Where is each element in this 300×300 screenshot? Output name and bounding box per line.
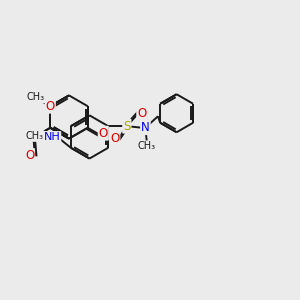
Text: O: O [137, 107, 146, 120]
Text: CH₃: CH₃ [26, 131, 44, 141]
Text: S: S [123, 120, 130, 133]
Text: O: O [25, 149, 34, 162]
Text: N: N [141, 121, 150, 134]
Text: O: O [110, 132, 119, 145]
Text: O: O [99, 127, 108, 140]
Text: O: O [46, 100, 55, 113]
Text: CH₃: CH₃ [138, 141, 156, 151]
Text: NH: NH [44, 132, 60, 142]
Text: CH₃: CH₃ [27, 92, 45, 102]
